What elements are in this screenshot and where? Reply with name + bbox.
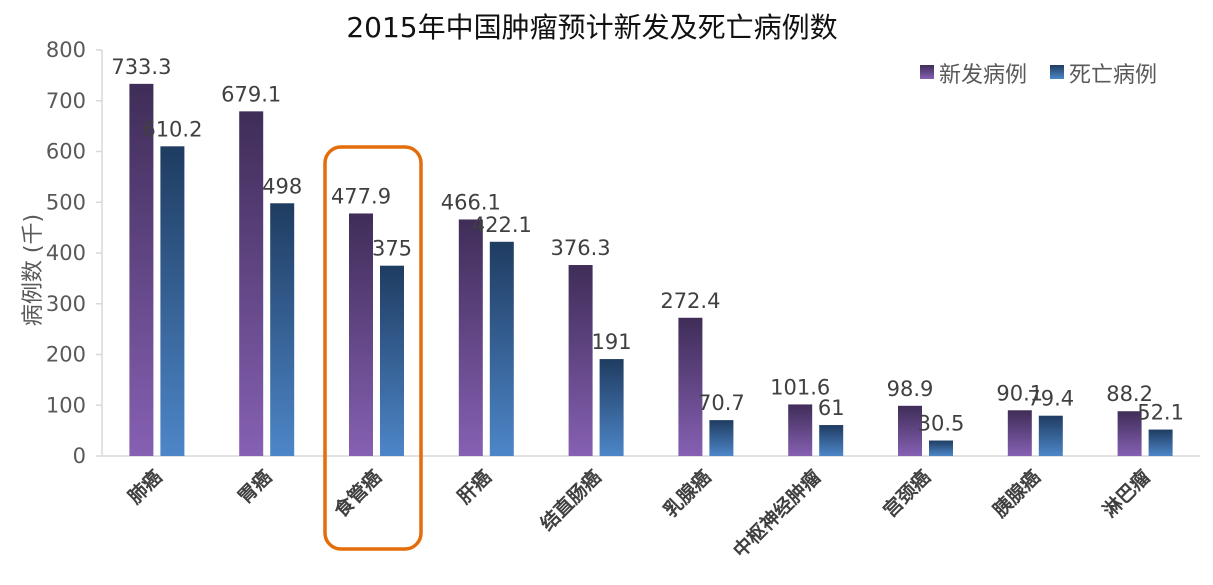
legend-swatch-new [920,65,934,79]
data-label-new-7: 98.9 [887,377,934,401]
data-label-new-2: 477.9 [331,184,391,208]
category-label-7: 宫颈癌 [878,465,935,522]
data-label-death-2: 375 [372,237,412,261]
data-label-death-0: 610.2 [142,117,202,141]
y-tick-label: 600 [46,140,86,164]
y-tick-label: 400 [46,241,86,265]
data-label-new-0: 733.3 [111,55,171,79]
bar-new-1 [239,111,264,456]
data-label-new-9: 88.2 [1106,382,1153,406]
bar-new-8 [1007,410,1032,456]
y-axis-ticks: 0 100 200 300 400 500 600 700 800 [46,38,102,468]
bar-death-1 [270,203,295,456]
bar-death-6 [819,425,844,456]
bar-death-7 [929,440,953,456]
bar-new-6 [788,404,813,456]
y-tick-label: 800 [46,38,86,62]
category-label-2: 食管癌 [329,465,386,522]
data-label-death-4: 191 [592,330,632,354]
highlight-box [323,145,423,551]
bar-death-0 [160,146,185,457]
bar-death-3 [489,241,514,456]
legend: 新发病例 死亡病例 [920,63,1157,88]
bar-death-5 [709,420,734,456]
data-label-new-5: 272.4 [660,289,720,313]
chart-title: 2015年中国肿瘤预计新发及死亡病例数 [346,11,837,44]
data-label-death-1: 498 [262,174,302,198]
bar-new-5 [678,317,703,456]
y-tick-label: 300 [46,292,86,316]
data-label-death-7: 30.5 [918,412,965,436]
data-label-death-3: 422.1 [472,213,532,237]
bar-death-2 [380,265,404,456]
bar-death-9 [1148,429,1173,456]
category-label-5: 乳腺癌 [659,465,716,522]
category-label-8: 胰腺癌 [988,465,1045,522]
data-label-death-8: 79.4 [1027,387,1074,411]
category-label-1: 胃癌 [233,465,276,508]
category-label-6: 中枢神经肿瘤 [728,465,825,562]
y-tick-label: 100 [46,393,86,417]
y-tick-label: 200 [46,343,86,367]
data-label-death-5: 70.7 [698,391,745,415]
category-label-9: 淋巴瘤 [1098,465,1155,522]
bar-new-2 [349,213,373,456]
y-tick-label: 500 [46,190,86,214]
data-label-death-6: 61 [818,396,845,420]
bar-death-4 [599,359,624,456]
bar-new-3 [458,219,483,456]
bars [129,83,1173,457]
category-label-0: 肺癌 [123,465,166,508]
data-label-death-9: 52.1 [1137,401,1184,425]
category-labels: 肺癌 胃癌 食管癌 肝癌 结直肠癌 乳腺癌 中枢神经肿瘤 宫颈癌 胰腺癌 淋巴瘤 [123,465,1154,562]
bar-new-9 [1117,411,1142,456]
data-label-new-8: 90.1 [996,381,1043,405]
data-label-new-3: 466.1 [441,190,501,214]
bar-new-4 [568,265,593,456]
data-label-new-6: 101.6 [770,375,830,399]
category-label-3: 肝癌 [453,465,496,508]
bar-death-8 [1038,415,1063,456]
data-label-new-1: 679.1 [221,82,281,106]
y-axis-title: 病例数 (千) [21,214,46,326]
y-tick-label: 0 [73,444,86,468]
data-label-new-4: 376.3 [551,236,611,260]
legend-swatch-death [1050,65,1064,79]
category-label-4: 结直肠癌 [536,465,606,535]
y-tick-label: 700 [46,89,86,113]
bar-new-0 [129,83,154,456]
legend-label-death: 死亡病例 [1069,63,1157,88]
bar-new-7 [898,405,922,456]
legend-label-new: 新发病例 [939,63,1027,88]
